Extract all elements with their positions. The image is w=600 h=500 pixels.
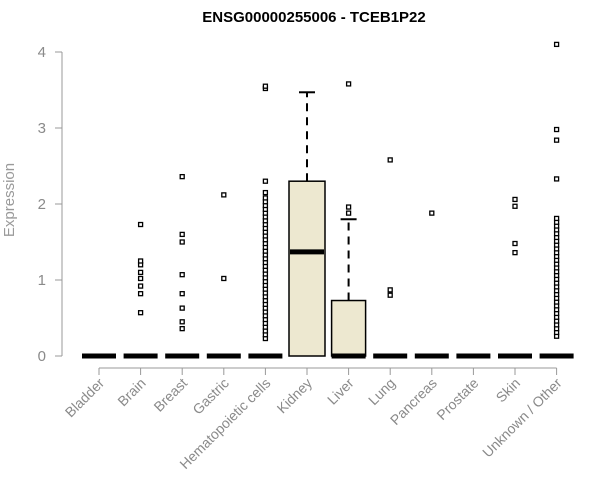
outlier-point xyxy=(553,215,560,222)
y-tick-label: 4 xyxy=(38,44,46,61)
box-rect xyxy=(288,180,326,357)
outlier-point xyxy=(553,176,560,182)
outlier-point xyxy=(179,231,185,238)
y-tick-label: 3 xyxy=(38,120,46,137)
outlier-point xyxy=(387,292,393,298)
x-tick-label: Liver xyxy=(324,375,357,408)
box-pancreas xyxy=(414,210,449,359)
outlier-point xyxy=(179,239,185,245)
box-unknown-other xyxy=(539,41,574,359)
outlier-point xyxy=(553,41,560,48)
outlier-point xyxy=(179,325,185,332)
outlier-point xyxy=(262,195,269,201)
outlier-point xyxy=(137,269,144,276)
y-tick-label: 0 xyxy=(38,348,46,365)
outlier-point xyxy=(345,204,352,210)
x-tick-label: Skin xyxy=(493,375,524,406)
outlier-point xyxy=(512,203,518,209)
outlier-point xyxy=(512,249,518,256)
outlier-point xyxy=(137,283,144,289)
y-axis: 0 1 2 3 4 xyxy=(38,44,63,365)
y-tick-label: 1 xyxy=(38,272,46,289)
box-skin xyxy=(498,196,532,359)
box-breast xyxy=(165,173,200,359)
outlier-point xyxy=(512,240,518,247)
outlier-point xyxy=(221,192,227,198)
outlier-point xyxy=(179,291,185,297)
outlier-point xyxy=(345,81,352,87)
box-brain xyxy=(123,221,158,359)
x-tick-label: Prostate xyxy=(433,375,481,423)
outlier-point xyxy=(137,275,144,282)
x-tick-label: Breast xyxy=(150,375,190,415)
outlier-point xyxy=(345,210,352,216)
x-tick-label: Lung xyxy=(365,375,398,408)
boxes xyxy=(82,41,574,359)
outlier-point xyxy=(262,189,269,196)
y-axis-label: Expression xyxy=(1,163,18,237)
outlier-point xyxy=(221,275,227,282)
chart-title: ENSG00000255006 - TCEB1P22 xyxy=(202,9,425,26)
x-tick-label: Unknown / Other xyxy=(479,375,565,461)
outlier-point xyxy=(553,126,560,133)
outlier-point xyxy=(137,221,144,228)
x-tick-label: Brain xyxy=(114,375,148,409)
x-tick-label: Bladder xyxy=(62,375,108,421)
x-tick-label: Kidney xyxy=(274,375,316,417)
box-kidney xyxy=(288,91,326,357)
box-liver xyxy=(330,81,367,359)
outlier-point xyxy=(429,210,435,216)
outlier-point xyxy=(137,310,144,316)
outlier-point xyxy=(179,272,185,278)
outlier-point xyxy=(262,178,269,184)
outlier-point xyxy=(553,137,560,143)
outlier-point xyxy=(179,173,185,180)
outlier-point xyxy=(179,305,185,311)
outlier-point xyxy=(137,291,144,297)
outlier-point xyxy=(387,157,393,163)
outlier-point xyxy=(387,287,393,293)
outlier-point xyxy=(512,196,518,203)
y-tick-label: 2 xyxy=(38,196,46,213)
box-lung xyxy=(373,157,408,359)
outlier-point xyxy=(137,258,144,264)
outlier-point xyxy=(262,83,269,89)
box-rect xyxy=(330,299,367,357)
box-hematopoietic-cells xyxy=(248,83,283,359)
outlier-point xyxy=(179,319,185,325)
box-gastric xyxy=(206,192,241,359)
